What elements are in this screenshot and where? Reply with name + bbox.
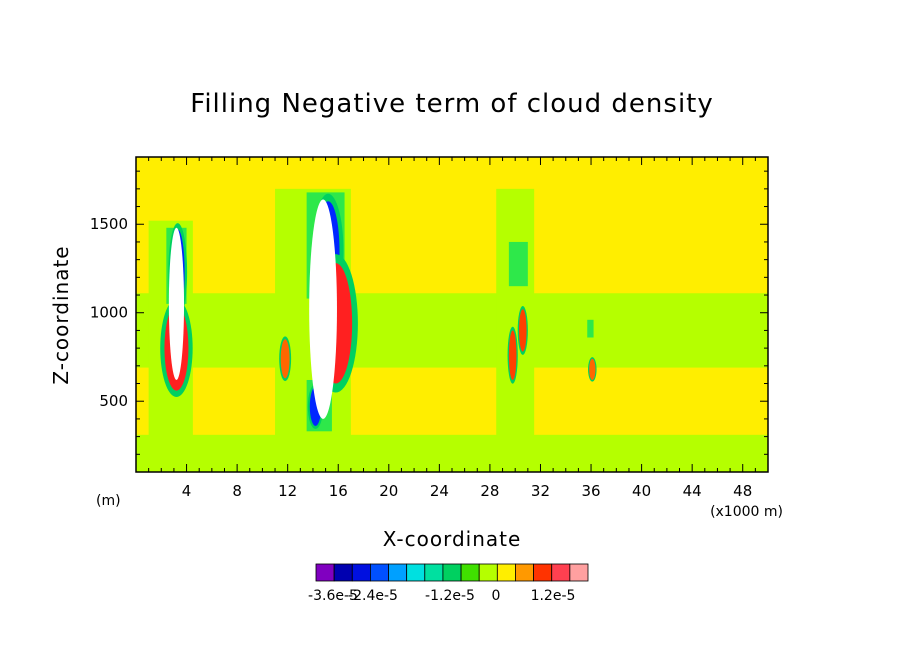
y-tick-label: 500 bbox=[99, 392, 128, 410]
x-tick-label: 36 bbox=[581, 482, 600, 500]
band-mid bbox=[136, 293, 768, 368]
colorbar-swatch bbox=[515, 563, 535, 582]
y-tick-label: 1500 bbox=[90, 215, 128, 233]
column-c bbox=[496, 188, 535, 437]
colorbar-swatch bbox=[569, 563, 589, 582]
colorbar-swatch bbox=[424, 563, 444, 582]
x-tick-label: 16 bbox=[329, 482, 348, 500]
core-pos-3 bbox=[280, 339, 290, 379]
y-axis-title: Z-coordinate bbox=[49, 245, 73, 384]
y-tick-label: 1000 bbox=[90, 304, 128, 322]
undefined-region-2 bbox=[309, 199, 337, 419]
chart-title: Filling Negative term of cloud density bbox=[190, 89, 714, 119]
colorbar: -3.6e-5-2.4e-5 -1.2e-5 0 1.2e-5 bbox=[308, 563, 589, 604]
undefined-region-1 bbox=[168, 227, 185, 380]
y-axis: 500 1000 1500 bbox=[90, 170, 768, 455]
x-tick-label: 24 bbox=[430, 482, 449, 500]
colorbar-swatch bbox=[388, 563, 408, 582]
x-tick-label: 40 bbox=[632, 482, 651, 500]
colorbar-swatch bbox=[551, 563, 571, 582]
colorbar-swatch bbox=[369, 563, 389, 582]
colorbar-swatch bbox=[442, 563, 462, 582]
colorbar-swatch bbox=[351, 563, 371, 582]
core-pos-6 bbox=[589, 358, 596, 380]
x-tick-label: 48 bbox=[733, 482, 752, 500]
colorbar-label: 0 bbox=[492, 588, 501, 604]
core-pos-4 bbox=[508, 330, 517, 380]
colorbar-label: -2.4e-5 bbox=[348, 588, 398, 604]
x-tick-label: 44 bbox=[683, 482, 702, 500]
x-tick-label: 8 bbox=[232, 482, 242, 500]
x-axis-title: X-coordinate bbox=[383, 527, 522, 551]
x-tick-label: 4 bbox=[182, 482, 192, 500]
colorbar-label: -1.2e-5 bbox=[425, 588, 475, 604]
colorbar-swatch bbox=[333, 563, 353, 582]
colorbar-swatch bbox=[478, 563, 498, 582]
y-unit-label: (m) bbox=[96, 493, 121, 509]
x-unit-label: (x1000 m) bbox=[710, 504, 783, 520]
x-axis: 4 8 12 16 20 24 28 32 36 40 44 48 bbox=[148, 157, 756, 500]
x-tick-label: 20 bbox=[379, 482, 398, 500]
x-tick-label: 28 bbox=[480, 482, 499, 500]
plot-area bbox=[136, 157, 768, 472]
column-g bbox=[508, 241, 528, 287]
colorbar-swatch bbox=[533, 563, 553, 582]
colorbar-swatch bbox=[496, 563, 516, 582]
x-tick-label: 12 bbox=[278, 482, 297, 500]
colorbar-swatch bbox=[460, 563, 480, 582]
column-h bbox=[587, 319, 594, 338]
colorbar-swatch bbox=[315, 563, 335, 582]
core-pos-5 bbox=[518, 309, 527, 352]
band-low bbox=[136, 434, 768, 472]
colorbar-label: 1.2e-5 bbox=[531, 588, 576, 604]
colorbar-label: -3.6e-5 bbox=[308, 588, 358, 604]
x-tick-label: 32 bbox=[531, 482, 550, 500]
colorbar-swatch bbox=[406, 563, 426, 582]
